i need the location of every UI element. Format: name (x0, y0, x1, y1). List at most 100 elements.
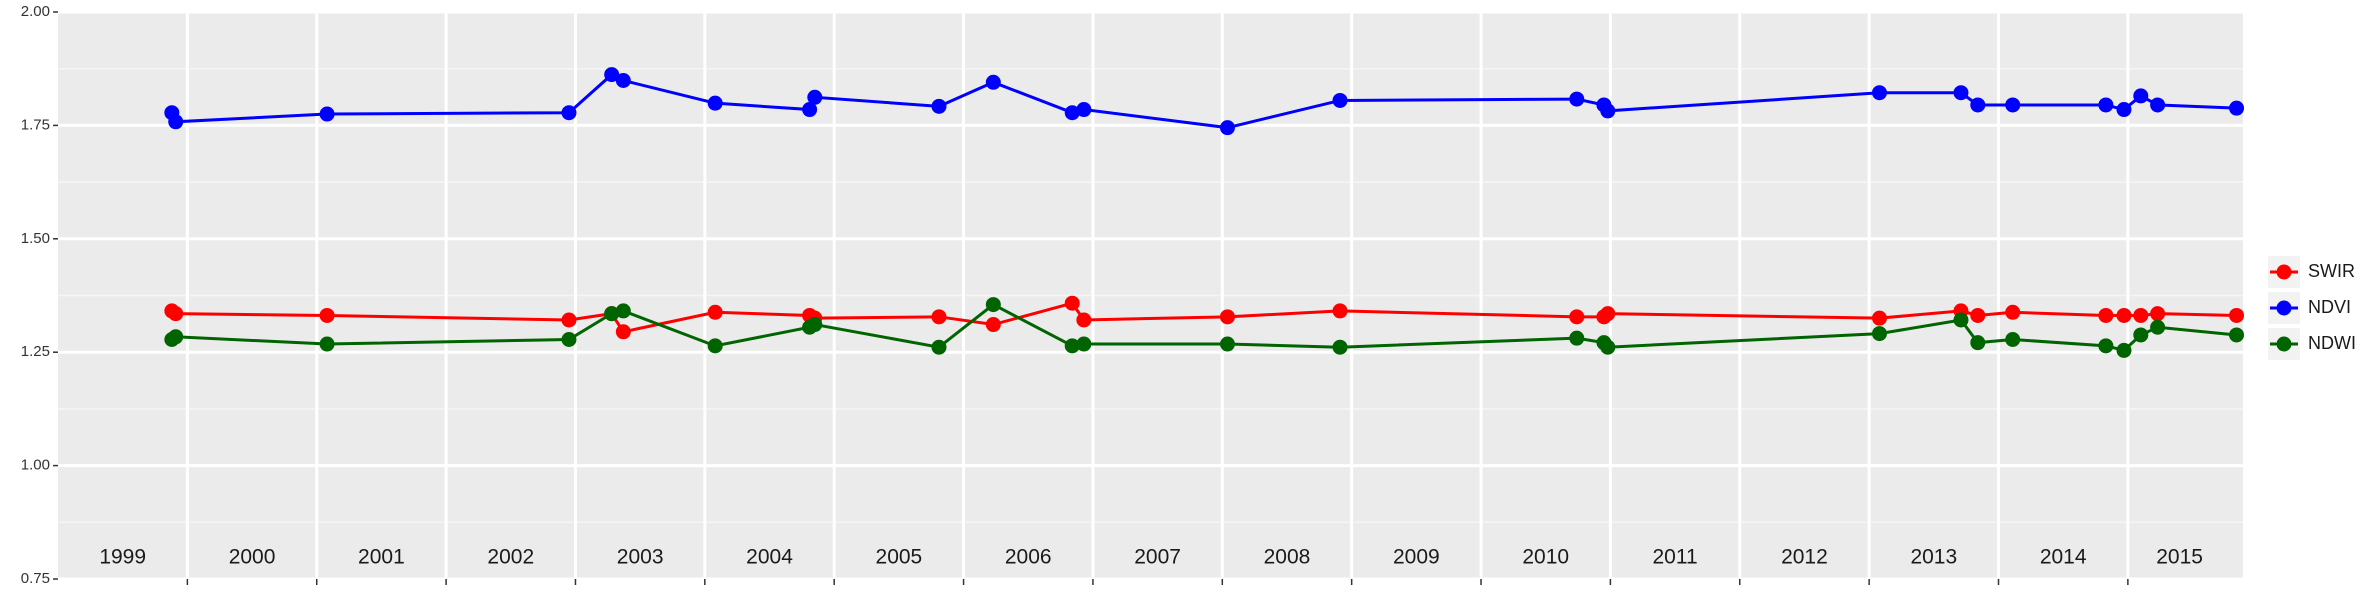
year-label: 2007 (1134, 546, 1181, 569)
point (615, 72, 631, 88)
y-tick-label: 1.50 (21, 230, 50, 247)
year-label: 2008 (1264, 546, 1311, 569)
legend-label: SWIR (2308, 261, 2355, 281)
point (1332, 303, 1348, 319)
point (1332, 339, 1348, 355)
point (2133, 88, 2149, 104)
point (2229, 100, 2245, 116)
legend-point (2276, 336, 2292, 352)
point (1332, 92, 1348, 108)
point (604, 306, 620, 322)
point (2229, 327, 2245, 343)
point (802, 102, 818, 118)
point (931, 309, 947, 325)
year-label: 2012 (1781, 546, 1828, 569)
point (319, 336, 335, 352)
year-label: 1999 (99, 546, 146, 569)
y-tick-label: 1.25 (21, 343, 50, 360)
year-label: 2015 (2156, 546, 2203, 569)
point (1064, 105, 1080, 121)
y-tick-label: 1.75 (21, 116, 50, 133)
point (319, 106, 335, 122)
y-tick-label: 2.00 (21, 3, 50, 20)
point (1871, 85, 1887, 101)
point (2098, 338, 2114, 354)
year-label: 2003 (617, 546, 664, 569)
point (561, 331, 577, 347)
point (985, 317, 1001, 333)
point (707, 304, 723, 320)
point (1219, 336, 1235, 352)
point (985, 297, 1001, 313)
point (2005, 97, 2021, 113)
year-label: 2013 (1910, 546, 1957, 569)
point (2150, 306, 2166, 322)
y-tick-label: 0.75 (21, 570, 50, 587)
year-label: 2002 (487, 546, 534, 569)
point (2150, 319, 2166, 335)
point (1569, 330, 1585, 346)
point (1569, 91, 1585, 107)
point (2005, 331, 2021, 347)
point (604, 67, 620, 83)
point (1871, 326, 1887, 342)
point (1600, 306, 1616, 322)
point (561, 312, 577, 328)
legend-label: NDWI (2308, 333, 2356, 353)
point (1970, 97, 1986, 113)
year-label: 2014 (2040, 546, 2087, 569)
point (931, 339, 947, 355)
point (2150, 97, 2166, 113)
point (615, 303, 631, 319)
point (707, 95, 723, 111)
point (168, 306, 184, 322)
point (1569, 309, 1585, 325)
point (807, 317, 823, 333)
point (985, 74, 1001, 90)
point (2133, 327, 2149, 343)
point (2229, 307, 2245, 323)
y-tick-label: 1.00 (21, 457, 50, 474)
point (2116, 307, 2132, 323)
point (561, 105, 577, 121)
point (1970, 335, 1986, 351)
point (2098, 97, 2114, 113)
point (615, 324, 631, 340)
point (2116, 102, 2132, 118)
point (1600, 103, 1616, 119)
point (168, 114, 184, 130)
point (2005, 304, 2021, 320)
point (1076, 102, 1092, 118)
point (2133, 307, 2149, 323)
point (1076, 336, 1092, 352)
year-label: 2010 (1522, 546, 1569, 569)
point (168, 329, 184, 345)
point (707, 338, 723, 354)
legend-point (2276, 300, 2292, 316)
point (807, 89, 823, 105)
point (1064, 338, 1080, 354)
point (1219, 309, 1235, 325)
legend-point (2276, 264, 2292, 280)
point (1076, 312, 1092, 328)
point (1219, 120, 1235, 136)
year-label: 2009 (1393, 546, 1440, 569)
point (931, 98, 947, 114)
point (319, 307, 335, 323)
year-label: 2011 (1652, 546, 1697, 569)
point (1064, 295, 1080, 311)
year-label: 2005 (876, 546, 923, 569)
point (1871, 310, 1887, 326)
year-label: 2006 (1005, 546, 1052, 569)
point (2116, 342, 2132, 358)
point (1953, 85, 1969, 101)
point (2098, 307, 2114, 323)
point (1953, 312, 1969, 328)
year-label: 2000 (229, 546, 276, 569)
year-label: 2004 (746, 546, 793, 569)
legend-label: NDVI (2308, 297, 2351, 317)
year-label: 2001 (358, 546, 405, 569)
point (1600, 339, 1616, 355)
point (1970, 307, 1986, 323)
